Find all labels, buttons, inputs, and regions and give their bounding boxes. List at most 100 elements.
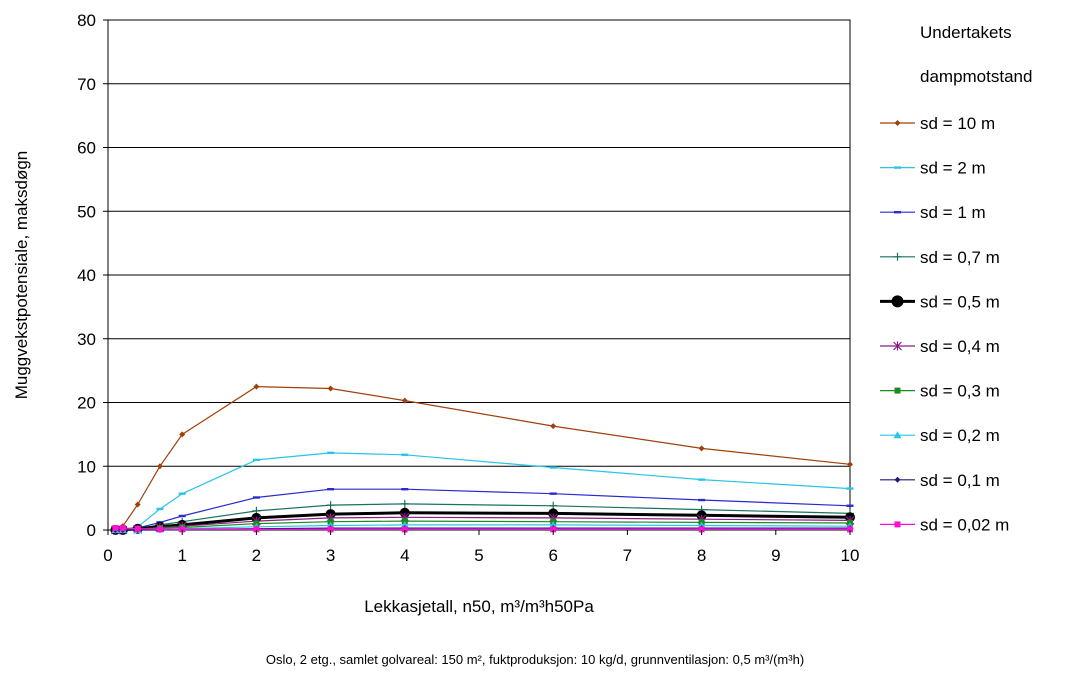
dash-marker [894, 211, 901, 214]
square-marker [112, 525, 119, 532]
legend-label: sd = 0,5 m [920, 292, 1000, 311]
x-tick-label: 1 [177, 546, 186, 565]
dash-marker [252, 458, 260, 462]
series-line [115, 386, 851, 531]
legend-label: sd = 0,2 m [920, 426, 1000, 445]
x-tick-label: 6 [548, 546, 557, 565]
x-tick-label: 9 [771, 546, 780, 565]
dash-marker [327, 451, 335, 455]
square-marker [119, 525, 126, 532]
series-9 [112, 525, 853, 533]
diamond-marker [156, 463, 163, 470]
y-tick-label: 20 [77, 394, 96, 413]
diamond-marker [401, 397, 408, 404]
legend-item: sd = 0,02 m [880, 515, 1009, 534]
y-tick-label: 70 [77, 75, 96, 94]
dash-marker [698, 498, 706, 502]
plus-marker [400, 499, 409, 508]
legend-label: sd = 1 m [920, 203, 986, 222]
diamond-marker [327, 385, 334, 392]
dash-marker [846, 504, 854, 507]
legend-item: sd = 0,2 m [880, 426, 1000, 445]
dash-marker [401, 488, 409, 491]
legend-label: sd = 0,7 m [920, 248, 1000, 267]
y-tick-label: 10 [77, 457, 96, 476]
series-line [115, 488, 851, 531]
square-marker [134, 525, 141, 532]
diamond-marker [179, 431, 186, 438]
triangle-marker [549, 520, 558, 528]
diamond-marker [698, 445, 705, 452]
chart-caption: Oslo, 2 etg., samlet golvareal: 150 m², … [266, 652, 804, 667]
legend-title-line-1: Undertakets [920, 23, 1012, 42]
diamond-marker [894, 476, 901, 483]
plus-marker [893, 252, 902, 261]
x-tick-label: 0 [103, 546, 112, 565]
legend-item: sd = 1 m [880, 203, 986, 222]
diamond-marker [550, 423, 557, 430]
legend-label: sd = 2 m [920, 159, 986, 178]
legend-label: sd = 0,4 m [920, 337, 1000, 356]
legend-title-line-2: dampmotstand [920, 67, 1032, 86]
legend-item: sd = 0,5 m [880, 292, 1000, 311]
series-layer [110, 383, 855, 535]
gridlines [108, 83, 850, 467]
dash-marker [401, 453, 409, 456]
y-tick-label: 60 [77, 139, 96, 158]
dash-marker [894, 166, 901, 169]
triangle-marker [893, 431, 902, 439]
diamond-marker [253, 383, 260, 390]
dash-marker [156, 507, 164, 511]
x-tick-label: 5 [474, 546, 483, 565]
legend-item: sd = 2 m [880, 159, 986, 178]
y-tick-label: 50 [77, 202, 96, 221]
plus-marker [326, 501, 335, 510]
square-marker [894, 387, 901, 394]
axis-ticks: 0 10 20 30 40 50 60 70 80 0 1 2 3 4 5 6 7 8 9 10 [77, 11, 859, 565]
square-marker [253, 526, 260, 533]
square-marker [401, 526, 408, 533]
diamond-marker [134, 501, 141, 508]
square-marker [156, 526, 163, 533]
y-tick-label: 0 [87, 521, 96, 540]
legend-item: sd = 0,3 m [880, 382, 1000, 401]
x-tick-label: 7 [623, 546, 632, 565]
diamond-marker [847, 461, 853, 468]
legend-item: sd = 10 m [880, 114, 995, 133]
dash-marker [549, 492, 557, 495]
square-marker [698, 526, 705, 533]
star-marker [893, 341, 902, 351]
x-tick-label: 10 [841, 546, 860, 565]
legend-item: sd = 0,7 m [880, 248, 1000, 267]
dash-marker [178, 492, 186, 495]
legend-item: sd = 0,1 m [880, 471, 1000, 490]
dash-marker [252, 496, 260, 499]
dash-marker [327, 488, 335, 491]
dash-marker [549, 466, 557, 469]
dash-marker [846, 487, 854, 490]
y-tick-label: 80 [77, 11, 96, 30]
y-tick-label: 30 [77, 330, 96, 349]
y-axis-label: Muggvekstpotensiale, maksdøgn [12, 151, 31, 400]
x-tick-label: 8 [697, 546, 706, 565]
legend-item: sd = 0,4 m [880, 337, 1000, 356]
square-marker [179, 526, 186, 533]
legend: sd = 10 m sd = 2 m sd = 1 m sd = 0,7 m sd = … [880, 114, 1009, 534]
square-marker [894, 521, 901, 528]
dash-marker [698, 478, 706, 481]
x-tick-label: 2 [252, 546, 261, 565]
dash-marker [178, 514, 186, 518]
x-tick-label: 4 [400, 546, 409, 565]
square-marker [550, 526, 557, 533]
circle-marker [891, 295, 904, 308]
legend-label: sd = 10 m [920, 114, 995, 133]
x-tick-label: 3 [326, 546, 335, 565]
legend-label: sd = 0,1 m [920, 471, 1000, 490]
square-marker [327, 526, 334, 533]
x-axis-label: Lekkasjetall, n50, m³/m³h50Pa [364, 597, 594, 616]
triangle-marker [400, 520, 409, 528]
legend-label: sd = 0,02 m [920, 515, 1009, 534]
diamond-marker [894, 120, 901, 126]
square-marker [847, 526, 853, 533]
